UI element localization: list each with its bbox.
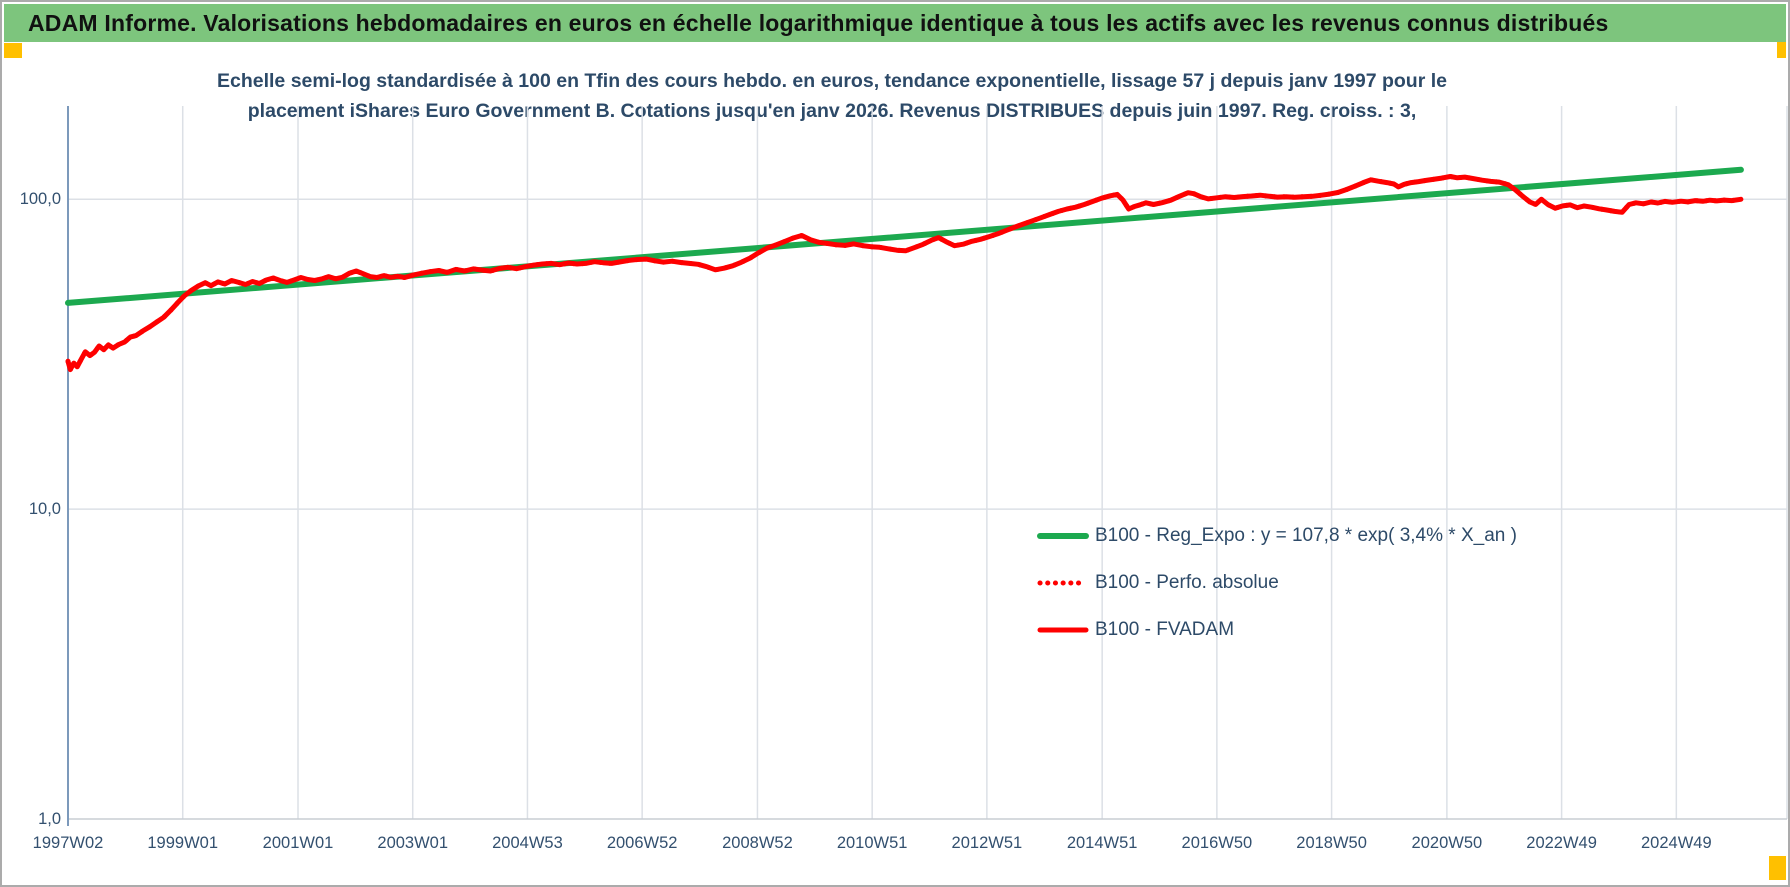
legend: B100 - Reg_Expo : y = 107,8 * exp( 3,4% … xyxy=(1037,512,1517,653)
series-reg-expo xyxy=(65,166,1744,306)
legend-swatch-dotted xyxy=(1037,580,1089,585)
x-tick-label: 1999W01 xyxy=(147,834,219,852)
series-fvadam xyxy=(65,174,1744,373)
chart-title: Echelle semi-log standardisée à 100 en T… xyxy=(182,66,1482,126)
amber-marker-top-right xyxy=(1777,42,1786,58)
report-header: ADAM Informe. Valorisations hebdomadaire… xyxy=(4,4,1786,42)
x-tick-label: 2006W52 xyxy=(606,834,678,852)
amber-marker-bottom-right xyxy=(1769,856,1786,880)
x-tick-label: 2020W50 xyxy=(1411,834,1483,852)
legend-label: B100 - Perfo. absolue xyxy=(1095,571,1279,593)
chart-title-line1: Echelle semi-log standardisée à 100 en T… xyxy=(216,70,1447,92)
legend-label: B100 - FVADAM xyxy=(1095,618,1235,640)
x-tick-label: 2008W52 xyxy=(722,834,793,852)
x-tick-label: 2012W51 xyxy=(951,834,1023,852)
x-tick-label: 2022W49 xyxy=(1526,834,1597,852)
y-tick-label: 1,0 xyxy=(38,810,61,828)
y-tick-label: 100,0 xyxy=(19,190,61,209)
x-tick-label: 1997W02 xyxy=(32,834,104,852)
x-tick-label: 2014W51 xyxy=(1066,834,1138,852)
legend-item: B100 - Reg_Expo : y = 107,8 * exp( 3,4% … xyxy=(1037,512,1517,559)
legend-swatch-solid xyxy=(1037,532,1089,539)
amber-marker-top-left xyxy=(4,43,22,58)
x-tick-label: 2018W50 xyxy=(1296,834,1367,852)
series-perfo-absolue xyxy=(65,174,1744,373)
x-tick-label: 2010W51 xyxy=(836,834,908,852)
x-tick-label: 2016W50 xyxy=(1181,834,1253,852)
y-tick-label: 10,0 xyxy=(28,500,61,519)
x-tick-label: 2004W53 xyxy=(492,834,563,852)
x-tick-label: 2024W49 xyxy=(1640,834,1712,852)
x-tick-label: 2001W01 xyxy=(262,834,334,852)
legend-item: B100 - Perfo. absolue xyxy=(1037,559,1517,606)
x-tick-label: 2003W01 xyxy=(377,834,449,852)
legend-swatch-solid xyxy=(1037,627,1089,632)
chart-title-line2: placement iShares Euro Government B. Cot… xyxy=(247,100,1417,122)
legend-label: B100 - Reg_Expo : y = 107,8 * exp( 3,4% … xyxy=(1095,524,1517,546)
legend-item: B100 - FVADAM xyxy=(1037,606,1517,653)
report-title: ADAM Informe. Valorisations hebdomadaire… xyxy=(28,9,1609,36)
